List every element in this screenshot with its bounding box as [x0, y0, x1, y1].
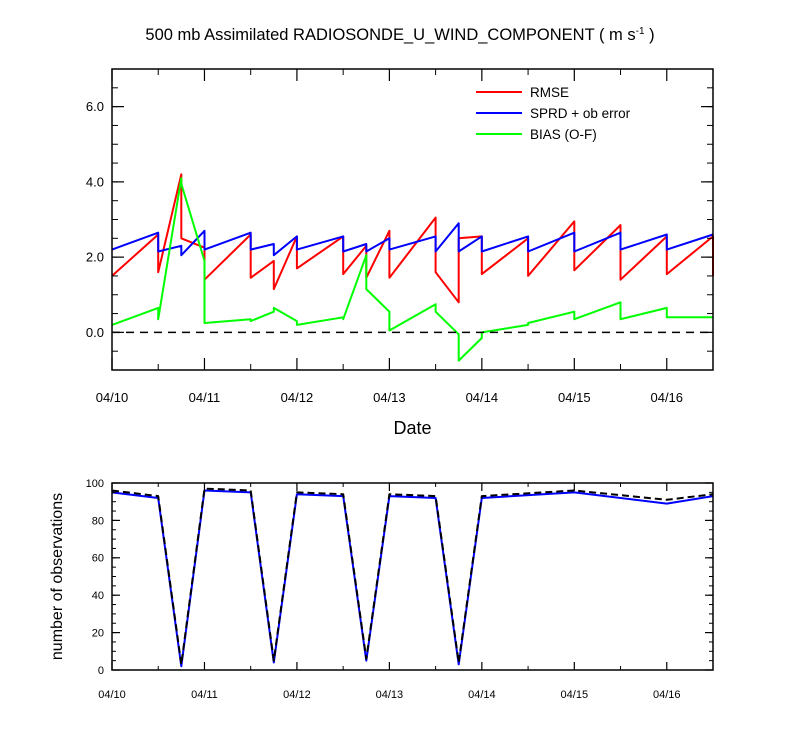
y-tick-label: 2.0 — [86, 250, 104, 265]
series-line-obs-total — [111, 487, 714, 666]
y-tick-label: 0 — [98, 665, 104, 677]
legend-label: SPRD + ob error — [530, 106, 631, 121]
x-tick-label: 04/16 — [653, 689, 681, 701]
x-tick-label: 04/13 — [373, 390, 406, 405]
series-line-sprd-ob-error — [111, 222, 714, 257]
y-tick-label: 0.0 — [86, 325, 104, 340]
x-tick-label: 04/13 — [376, 689, 404, 701]
y-tick-label: 40 — [92, 590, 104, 602]
x-tick-label: 04/11 — [191, 689, 218, 701]
x-tick-label: 04/11 — [189, 390, 221, 405]
x-tick-label: 04/16 — [650, 390, 683, 405]
y-tick-label: 80 — [92, 515, 104, 527]
x-tick-label: 04/14 — [468, 689, 496, 701]
legend-label: RMSE — [530, 85, 569, 100]
y-tick-label: 6.0 — [86, 99, 104, 114]
series-line-obs-used — [111, 489, 714, 668]
x-tick-label: 04/10 — [96, 390, 129, 405]
x-tick-label: 04/10 — [98, 689, 126, 701]
x-tick-label: 04/14 — [466, 390, 499, 405]
x-tick-label: 04/12 — [283, 689, 311, 701]
y-axis-label: number of observations — [49, 493, 66, 660]
y-tick-label: 60 — [92, 553, 104, 565]
series-line-bias-o-f — [111, 177, 713, 362]
series-line-rmse — [111, 173, 714, 304]
y-tick-label: 4.0 — [86, 174, 104, 189]
chart-title: 500 mb Assimilated RADIOSONDE_U_WIND_COM… — [145, 26, 654, 44]
x-axis-label: Date — [393, 418, 431, 438]
x-tick-label: 04/15 — [558, 390, 591, 405]
legend-label: BIAS (O-F) — [530, 127, 597, 142]
x-tick-label: 04/15 — [561, 689, 589, 701]
legend: RMSE SPRD + ob error BIAS (O-F) — [476, 85, 631, 142]
y-tick-label: 20 — [92, 627, 104, 639]
y-tick-label: 100 — [86, 478, 104, 490]
x-tick-label: 04/12 — [281, 390, 314, 405]
